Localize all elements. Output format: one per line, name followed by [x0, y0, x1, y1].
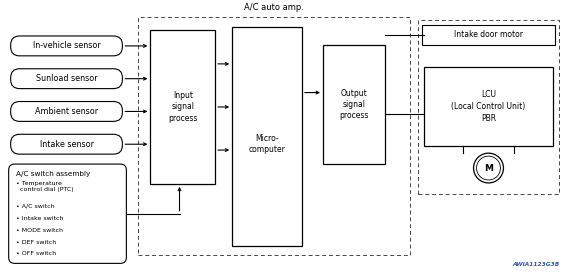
- Text: • A/C switch: • A/C switch: [15, 204, 54, 209]
- Text: Sunload sensor: Sunload sensor: [35, 74, 97, 83]
- Text: A/C switch assembly: A/C switch assembly: [15, 171, 90, 177]
- Text: LCU
(Local Control Unit)
PBR: LCU (Local Control Unit) PBR: [451, 90, 526, 123]
- Text: Micro-
computer: Micro- computer: [249, 134, 285, 154]
- Bar: [232, 27, 302, 246]
- FancyBboxPatch shape: [11, 36, 122, 56]
- Text: • MODE switch: • MODE switch: [15, 228, 63, 233]
- Bar: [418, 20, 559, 194]
- Text: In-vehicle sensor: In-vehicle sensor: [33, 41, 101, 50]
- Text: Output
signal
process: Output signal process: [339, 89, 368, 120]
- Text: • OFF switch: • OFF switch: [15, 252, 56, 256]
- Text: Input
signal
process: Input signal process: [168, 91, 197, 122]
- Bar: [150, 30, 215, 184]
- FancyBboxPatch shape: [9, 164, 126, 263]
- Text: • Temperature
  control dial (PTC): • Temperature control dial (PTC): [15, 181, 73, 192]
- Text: Intake sensor: Intake sensor: [39, 140, 94, 149]
- Bar: [422, 25, 555, 45]
- FancyBboxPatch shape: [11, 69, 122, 89]
- Text: • Intake switch: • Intake switch: [15, 216, 63, 221]
- Text: A/C auto amp.: A/C auto amp.: [244, 3, 304, 12]
- Text: Intake door motor: Intake door motor: [454, 30, 523, 39]
- Text: AWIA1123G3B: AWIA1123G3B: [512, 262, 559, 267]
- Bar: [424, 67, 553, 146]
- Text: Ambient sensor: Ambient sensor: [35, 107, 98, 116]
- Text: • DEF switch: • DEF switch: [15, 239, 56, 244]
- Circle shape: [474, 153, 503, 183]
- Bar: [323, 45, 385, 164]
- FancyBboxPatch shape: [11, 134, 122, 154]
- Text: M: M: [484, 164, 493, 173]
- Bar: [138, 17, 410, 255]
- FancyBboxPatch shape: [11, 102, 122, 121]
